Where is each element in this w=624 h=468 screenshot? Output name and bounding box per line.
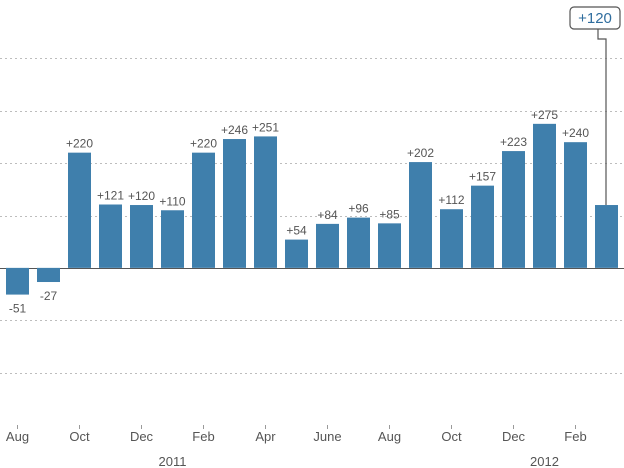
data-label: +110: [159, 194, 185, 208]
data-label: +251: [252, 120, 279, 134]
x-tick-label: Dec: [130, 429, 154, 444]
x-tick-label: Dec: [502, 429, 526, 444]
x-tick-label: Oct: [441, 429, 462, 444]
bar: [409, 162, 432, 268]
data-label: +223: [500, 135, 527, 149]
callout-leader-line: [597, 29, 607, 206]
bars: [6, 123, 618, 295]
x-tick-label: Aug: [6, 429, 29, 444]
bar: [347, 217, 370, 268]
data-label: +220: [190, 137, 217, 151]
bar: [254, 136, 277, 268]
bar: [130, 205, 153, 268]
bar: [6, 267, 29, 295]
data-label: +96: [348, 202, 369, 216]
data-label: +275: [531, 108, 558, 122]
x-axis: Aug Oct Dec Feb Apr June Aug Oct Dec Feb 2011 2012: [6, 425, 587, 468]
bar: [316, 223, 339, 268]
data-label: -27: [40, 289, 58, 303]
data-labels: -51 -27 +220 +121 +120 +110 +220 +246 +251 +54 +84…: [9, 108, 590, 316]
bar: [192, 152, 215, 268]
data-label: +246: [221, 123, 248, 137]
bar: [440, 209, 463, 268]
data-label: +220: [66, 137, 93, 151]
data-label: +240: [562, 126, 589, 140]
year-label: 2012: [530, 454, 559, 468]
x-tick-label: Feb: [564, 429, 586, 444]
bar: [595, 205, 618, 268]
data-label: +84: [317, 208, 338, 222]
x-tick-label: Feb: [192, 429, 214, 444]
data-label: +121: [97, 189, 124, 203]
data-label: +54: [286, 224, 307, 238]
bar: [285, 239, 308, 268]
gridlines: [0, 58, 624, 374]
x-tick-label: Apr: [255, 429, 276, 444]
bar: [161, 210, 184, 268]
year-label: 2011: [159, 454, 187, 468]
x-tick-label: Aug: [378, 429, 401, 444]
data-label: +112: [438, 193, 464, 207]
bar: [68, 152, 91, 268]
data-label: -51: [9, 302, 27, 316]
bar: [99, 204, 122, 268]
data-label: +202: [407, 146, 434, 160]
x-tick-label: Oct: [69, 429, 90, 444]
bar: [502, 151, 525, 268]
bar: [37, 267, 60, 283]
bar: [378, 223, 401, 268]
callout: +120: [569, 6, 621, 206]
x-tick-label: June: [313, 429, 341, 444]
data-label: +85: [379, 207, 400, 221]
bar: [533, 123, 556, 268]
bar: [223, 139, 246, 268]
callout-label: +120: [578, 10, 612, 27]
callout-box: [569, 6, 621, 30]
bar: [564, 142, 587, 268]
data-label: +157: [469, 170, 496, 184]
data-label: +120: [128, 189, 155, 203]
bar: [471, 185, 494, 268]
